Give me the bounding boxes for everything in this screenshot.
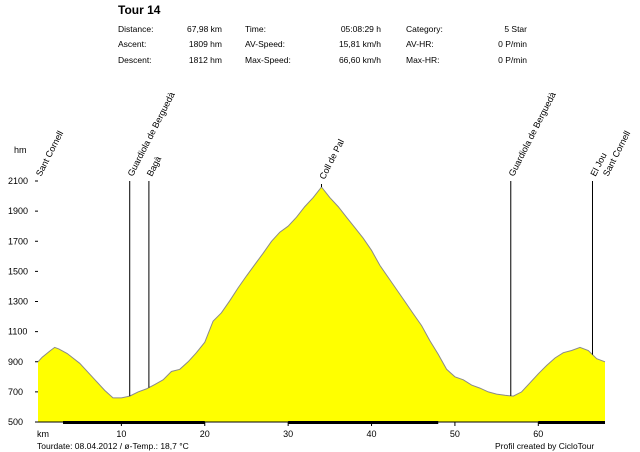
credit-footer: Profil created by CicloTour: [495, 441, 595, 451]
x-axis-bar-segment: [63, 421, 205, 424]
x-tick-label: 40: [367, 429, 377, 439]
stat-value: 1812 hm: [188, 55, 222, 65]
stat-label: Ascent:: [118, 39, 147, 49]
x-tick-label: 30: [283, 429, 293, 439]
x-axis-bar-segment: [538, 421, 605, 424]
y-axis-label: hm: [14, 145, 27, 155]
stat-value: 0 P/min: [498, 39, 527, 49]
y-tick-label: 700: [8, 387, 23, 397]
x-tick-label: 10: [116, 429, 126, 439]
tour-date-footer: Tourdate: 08.04.2012 / ø-Temp.: 18,7 °C: [37, 441, 189, 451]
tour-title: Tour 14: [118, 3, 161, 17]
stat-value: 15,81 km/h: [338, 39, 381, 49]
stat-label: Max-Speed:: [245, 55, 291, 65]
stat-label: Category:: [406, 24, 443, 34]
stat-value: 0 P/min: [498, 55, 527, 65]
stat-label: Time:: [245, 24, 266, 34]
stat-label: AV-Speed:: [245, 39, 286, 49]
y-tick-label: 1700: [8, 236, 28, 246]
elevation-area: [38, 187, 605, 422]
waypoint-label: Sant Cornell: [34, 129, 65, 178]
stat-label: Descent:: [118, 55, 152, 65]
stat-value: 05:08:29 h: [340, 24, 381, 34]
stat-value: 66,60 km/h: [338, 55, 381, 65]
waypoint-label: Coll de Pal: [317, 138, 346, 181]
x-axis-bar-segment: [288, 421, 439, 424]
y-tick-label: 1900: [8, 206, 28, 216]
x-tick-label: 60: [533, 429, 543, 439]
y-tick-label: 2100: [8, 176, 28, 186]
y-tick-label: 900: [8, 357, 23, 367]
y-tick-label: 500: [8, 417, 23, 427]
stat-value: 5 Star: [504, 24, 527, 34]
waypoint-label: Guardiola de Berguedà: [507, 90, 558, 177]
stat-label: Max-HR:: [406, 55, 440, 65]
waypoint-label: Sant Cornell: [601, 129, 632, 178]
x-axis-label: km: [37, 429, 49, 439]
stat-value: 67,98 km: [187, 24, 222, 34]
y-tick-label: 1500: [8, 266, 28, 276]
stat-value: 1809 hm: [188, 39, 222, 49]
y-tick-label: 1300: [8, 297, 28, 307]
x-tick-label: 50: [450, 429, 460, 439]
stat-label: Distance:: [118, 24, 154, 34]
x-tick-label: 20: [200, 429, 210, 439]
y-tick-label: 1100: [8, 327, 27, 337]
waypoint-label: Bagà: [145, 155, 163, 178]
stat-label: AV-HR:: [406, 39, 434, 49]
